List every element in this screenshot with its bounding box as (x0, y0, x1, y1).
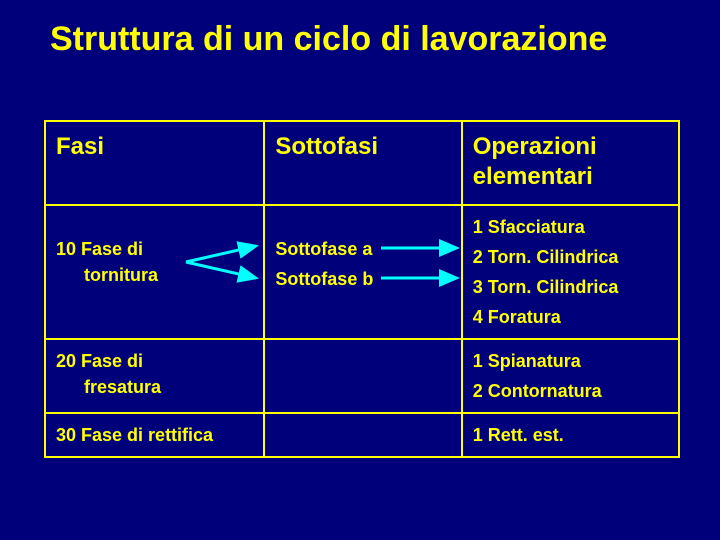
cell-fase-20: 20 Fase di fresatura (46, 340, 263, 412)
fase-20-line2: fresatura (56, 374, 253, 400)
op-rettifica: 1 Rett. est. (473, 422, 668, 448)
op-contornatura: 2 Contornatura (473, 378, 668, 404)
cell-sottofasi-30 (263, 414, 460, 456)
sottofase-b: Sottofase b (275, 266, 450, 292)
op-spianatura: 1 Spianatura (473, 348, 668, 374)
cell-operazioni-30: 1 Rett. est. (461, 414, 678, 456)
slide-title: Struttura di un ciclo di lavorazione (50, 20, 690, 59)
fase-20-line1: 20 Fase di (56, 348, 253, 374)
op-torn-cilindrica-3: 3 Torn. Cilindrica (473, 274, 668, 300)
cell-operazioni-20: 1 Spianatura 2 Contornatura (461, 340, 678, 412)
table-row: 30 Fase di rettifica 1 Rett. est. (46, 412, 678, 456)
table-row: 20 Fase di fresatura 1 Spianatura 2 Cont… (46, 338, 678, 412)
slide: Struttura di un ciclo di lavorazione Fas… (0, 0, 720, 540)
op-sfacciatura: 1 Sfacciatura (473, 214, 668, 240)
structure-table: Fasi Sottofasi Operazioni elementari 10 … (44, 120, 680, 458)
fase-10-line1: 10 Fase di (56, 236, 253, 262)
column-header-operazioni: Operazioni elementari (461, 122, 678, 204)
cell-operazioni-10: 1 Sfacciatura 2 Torn. Cilindrica 3 Torn.… (461, 206, 678, 338)
sottofase-a: Sottofase a (275, 236, 450, 262)
cell-fase-30: 30 Fase di rettifica (46, 414, 263, 456)
cell-sottofasi-20 (263, 340, 460, 412)
cell-fase-10: 10 Fase di tornitura (46, 206, 263, 338)
op-torn-cilindrica-2: 2 Torn. Cilindrica (473, 244, 668, 270)
fase-10-line2: tornitura (56, 262, 253, 288)
fase-30-line1: 30 Fase di rettifica (56, 422, 253, 448)
column-header-fasi: Fasi (46, 122, 263, 204)
column-header-sottofasi: Sottofasi (263, 122, 460, 204)
table-header-row: Fasi Sottofasi Operazioni elementari (46, 122, 678, 204)
cell-sottofasi-10: Sottofase a Sottofase b (263, 206, 460, 338)
op-foratura: 4 Foratura (473, 304, 668, 330)
table-row: 10 Fase di tornitura Sottofase a Sottofa… (46, 204, 678, 338)
